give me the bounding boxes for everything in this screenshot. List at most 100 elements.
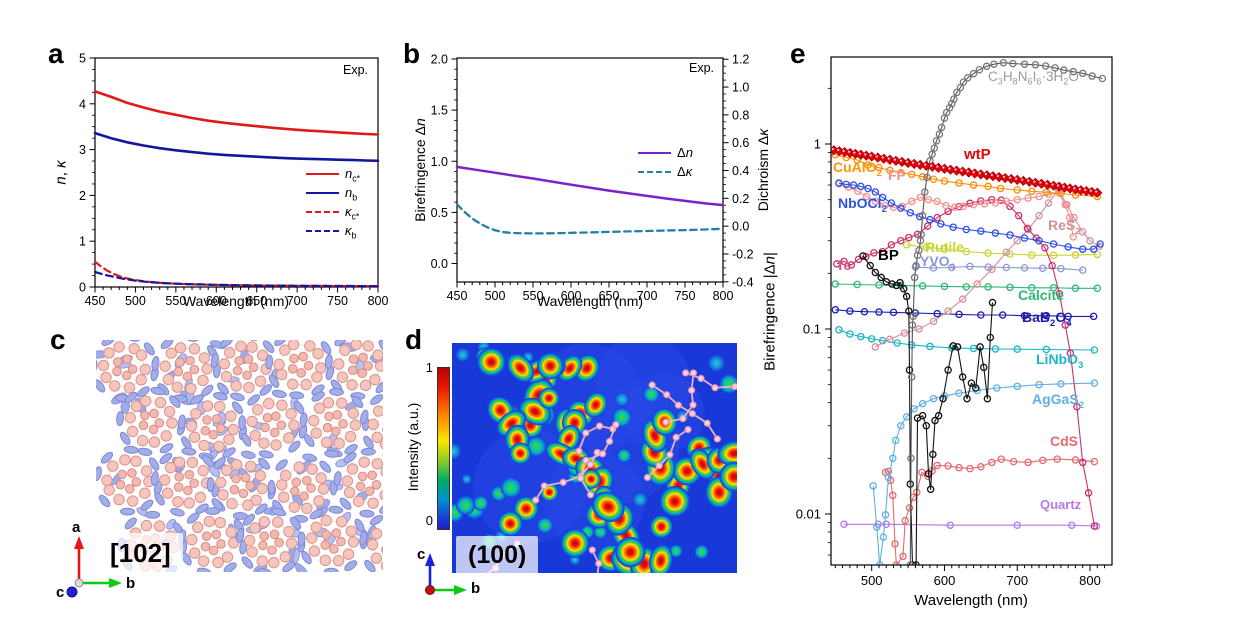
tick-label: 500 (861, 573, 883, 588)
series-label-Te: Te (836, 257, 852, 273)
tick-label: 600 (934, 573, 956, 588)
series-label-BP: BP (878, 247, 899, 264)
tick-label: 500 (485, 289, 506, 303)
tick-label: 0.5 (431, 206, 448, 220)
ylabel-a: n, κ (52, 160, 70, 185)
tick-label: 750 (675, 289, 696, 303)
tick-label: 700 (637, 289, 658, 303)
xlabel-e: Wavelength (nm) (914, 592, 1028, 609)
colorbar-title: Intensity (a.u.) (405, 402, 421, 492)
ylabel-b-left: Birefringence Δn (412, 118, 428, 222)
legend-row: Δn (638, 143, 693, 162)
c-axis-label-a: a (72, 519, 81, 536)
series-wtP (831, 145, 1103, 198)
colorbar-max: 1 (425, 360, 433, 375)
tick-label: 750 (327, 294, 348, 308)
tick-label: 600 (206, 294, 227, 308)
series-BP (859, 252, 997, 565)
series-LiNbO3 (835, 326, 1099, 354)
legend-line-sample (306, 229, 339, 232)
legend-a: nc* nb κc* κb (306, 164, 360, 240)
series-label-Quartz: Quartz (1040, 497, 1082, 512)
tick-label: 0 (79, 281, 86, 295)
series-Rutile (902, 241, 1102, 260)
series-label-Rutile: Rutile (925, 239, 964, 255)
projection-label-c: [102] (98, 533, 183, 574)
tick-label: 600 (561, 289, 582, 303)
axes-widget-d (425, 553, 467, 595)
legend-label: κc* (345, 204, 360, 222)
legend-line-sample (306, 172, 339, 175)
panel-e-plot: 500 600 700 800 0.01 0.1 1 (796, 56, 1113, 588)
tick-label: 650 (246, 294, 267, 308)
tick-label: -0.2 (732, 247, 754, 261)
tick-label: 0.0 (431, 257, 448, 271)
tick-label: 800 (713, 289, 734, 303)
series-label-FP: FP (888, 167, 906, 183)
xlabel-a: Wavelength (nm) (182, 293, 290, 309)
tick-label: 550 (165, 294, 186, 308)
origin-sphere (74, 578, 84, 588)
tick-label: 0.01 (796, 507, 821, 522)
series-C3H8N6I6-3H2O (906, 58, 1107, 565)
c-axis-arrowhead (425, 553, 435, 566)
legend-line-sample (306, 191, 339, 194)
tick-label: 1 (79, 235, 86, 249)
panel-letter-b: b (403, 38, 421, 69)
legend-label: Δκ (677, 164, 693, 179)
tick-label: 800 (368, 294, 389, 308)
a-axis-arrowhead (74, 536, 84, 549)
legend-line-sample (638, 151, 671, 154)
tick-label: 2.0 (431, 53, 448, 67)
legend-row: nb (306, 183, 360, 202)
tick-label: 700 (1006, 573, 1028, 588)
tick-label: 0.6 (732, 136, 749, 150)
series-kappa_b (93, 270, 380, 288)
panel-letter-c: c (50, 324, 66, 355)
series-n_b (93, 131, 380, 163)
legend-line-sample (638, 170, 671, 173)
tick-label: 5 (79, 52, 86, 66)
series-Delta kappa (455, 203, 725, 235)
series-Delta n (455, 165, 725, 207)
exp-note-b: Exp. (688, 61, 714, 75)
panel-a-plot: 450 500 550 600 650 700 750 800 0 1 2 3 4 5 (79, 52, 388, 309)
series-label-NbOCl2: NbOCl2 (838, 195, 887, 215)
panel-letter-e: e (790, 38, 806, 69)
a-axis-sphere (425, 585, 435, 595)
exp-note-a: Exp. (342, 63, 368, 77)
series-label-BaB2O4: BaB2O4 (1022, 309, 1072, 329)
series-n_c* (93, 90, 380, 136)
tick-label: 1.0 (431, 155, 448, 169)
ylabel-b-right: Dichroism Δκ (755, 128, 771, 212)
series-label-ReS2: ReS2 (1048, 217, 1081, 237)
panel-letter-a: a (48, 38, 64, 69)
series-AgGaS2 (869, 379, 1099, 565)
series-label-C3H8N6I6-3H2O: C3H8N6I6·3H2O (988, 69, 1079, 87)
legend-line-sample (306, 210, 339, 213)
legend-label: κb (345, 223, 357, 241)
legend-row: Δκ (638, 162, 693, 181)
axes-widget-c (66, 536, 122, 598)
tick-label: 650 (599, 289, 620, 303)
xlabel-b: Wavelength (nm) (536, 293, 644, 309)
colorbar (437, 367, 450, 530)
d-axis-label-c: c (417, 546, 426, 563)
c-axis-label-c: c (56, 584, 65, 601)
tick-label: 4 (79, 97, 86, 111)
tick-label: 0.8 (732, 108, 749, 122)
panel-b-plot: 450 500 550 600 650 700 750 800 0.0 0.5 1.0 1.5 2.0 -… (431, 53, 754, 304)
legend-label: nb (345, 185, 358, 203)
tick-label: -0.4 (732, 275, 754, 289)
series-label-AgGaS2: AgGaS2 (1032, 391, 1084, 411)
series-ReS2 (871, 186, 1104, 351)
legend-row: κb (306, 221, 360, 240)
tick-label: 0.2 (732, 192, 749, 206)
plane-label-d: (100) (456, 536, 539, 575)
series-label-Calcite: Calcite (1018, 287, 1064, 303)
b-axis-arrowhead (454, 585, 467, 595)
d-axis-label-b: b (471, 580, 481, 597)
series-label-CuAlO2: CuAlO2 (833, 159, 882, 179)
tick-label: 3 (79, 143, 86, 157)
